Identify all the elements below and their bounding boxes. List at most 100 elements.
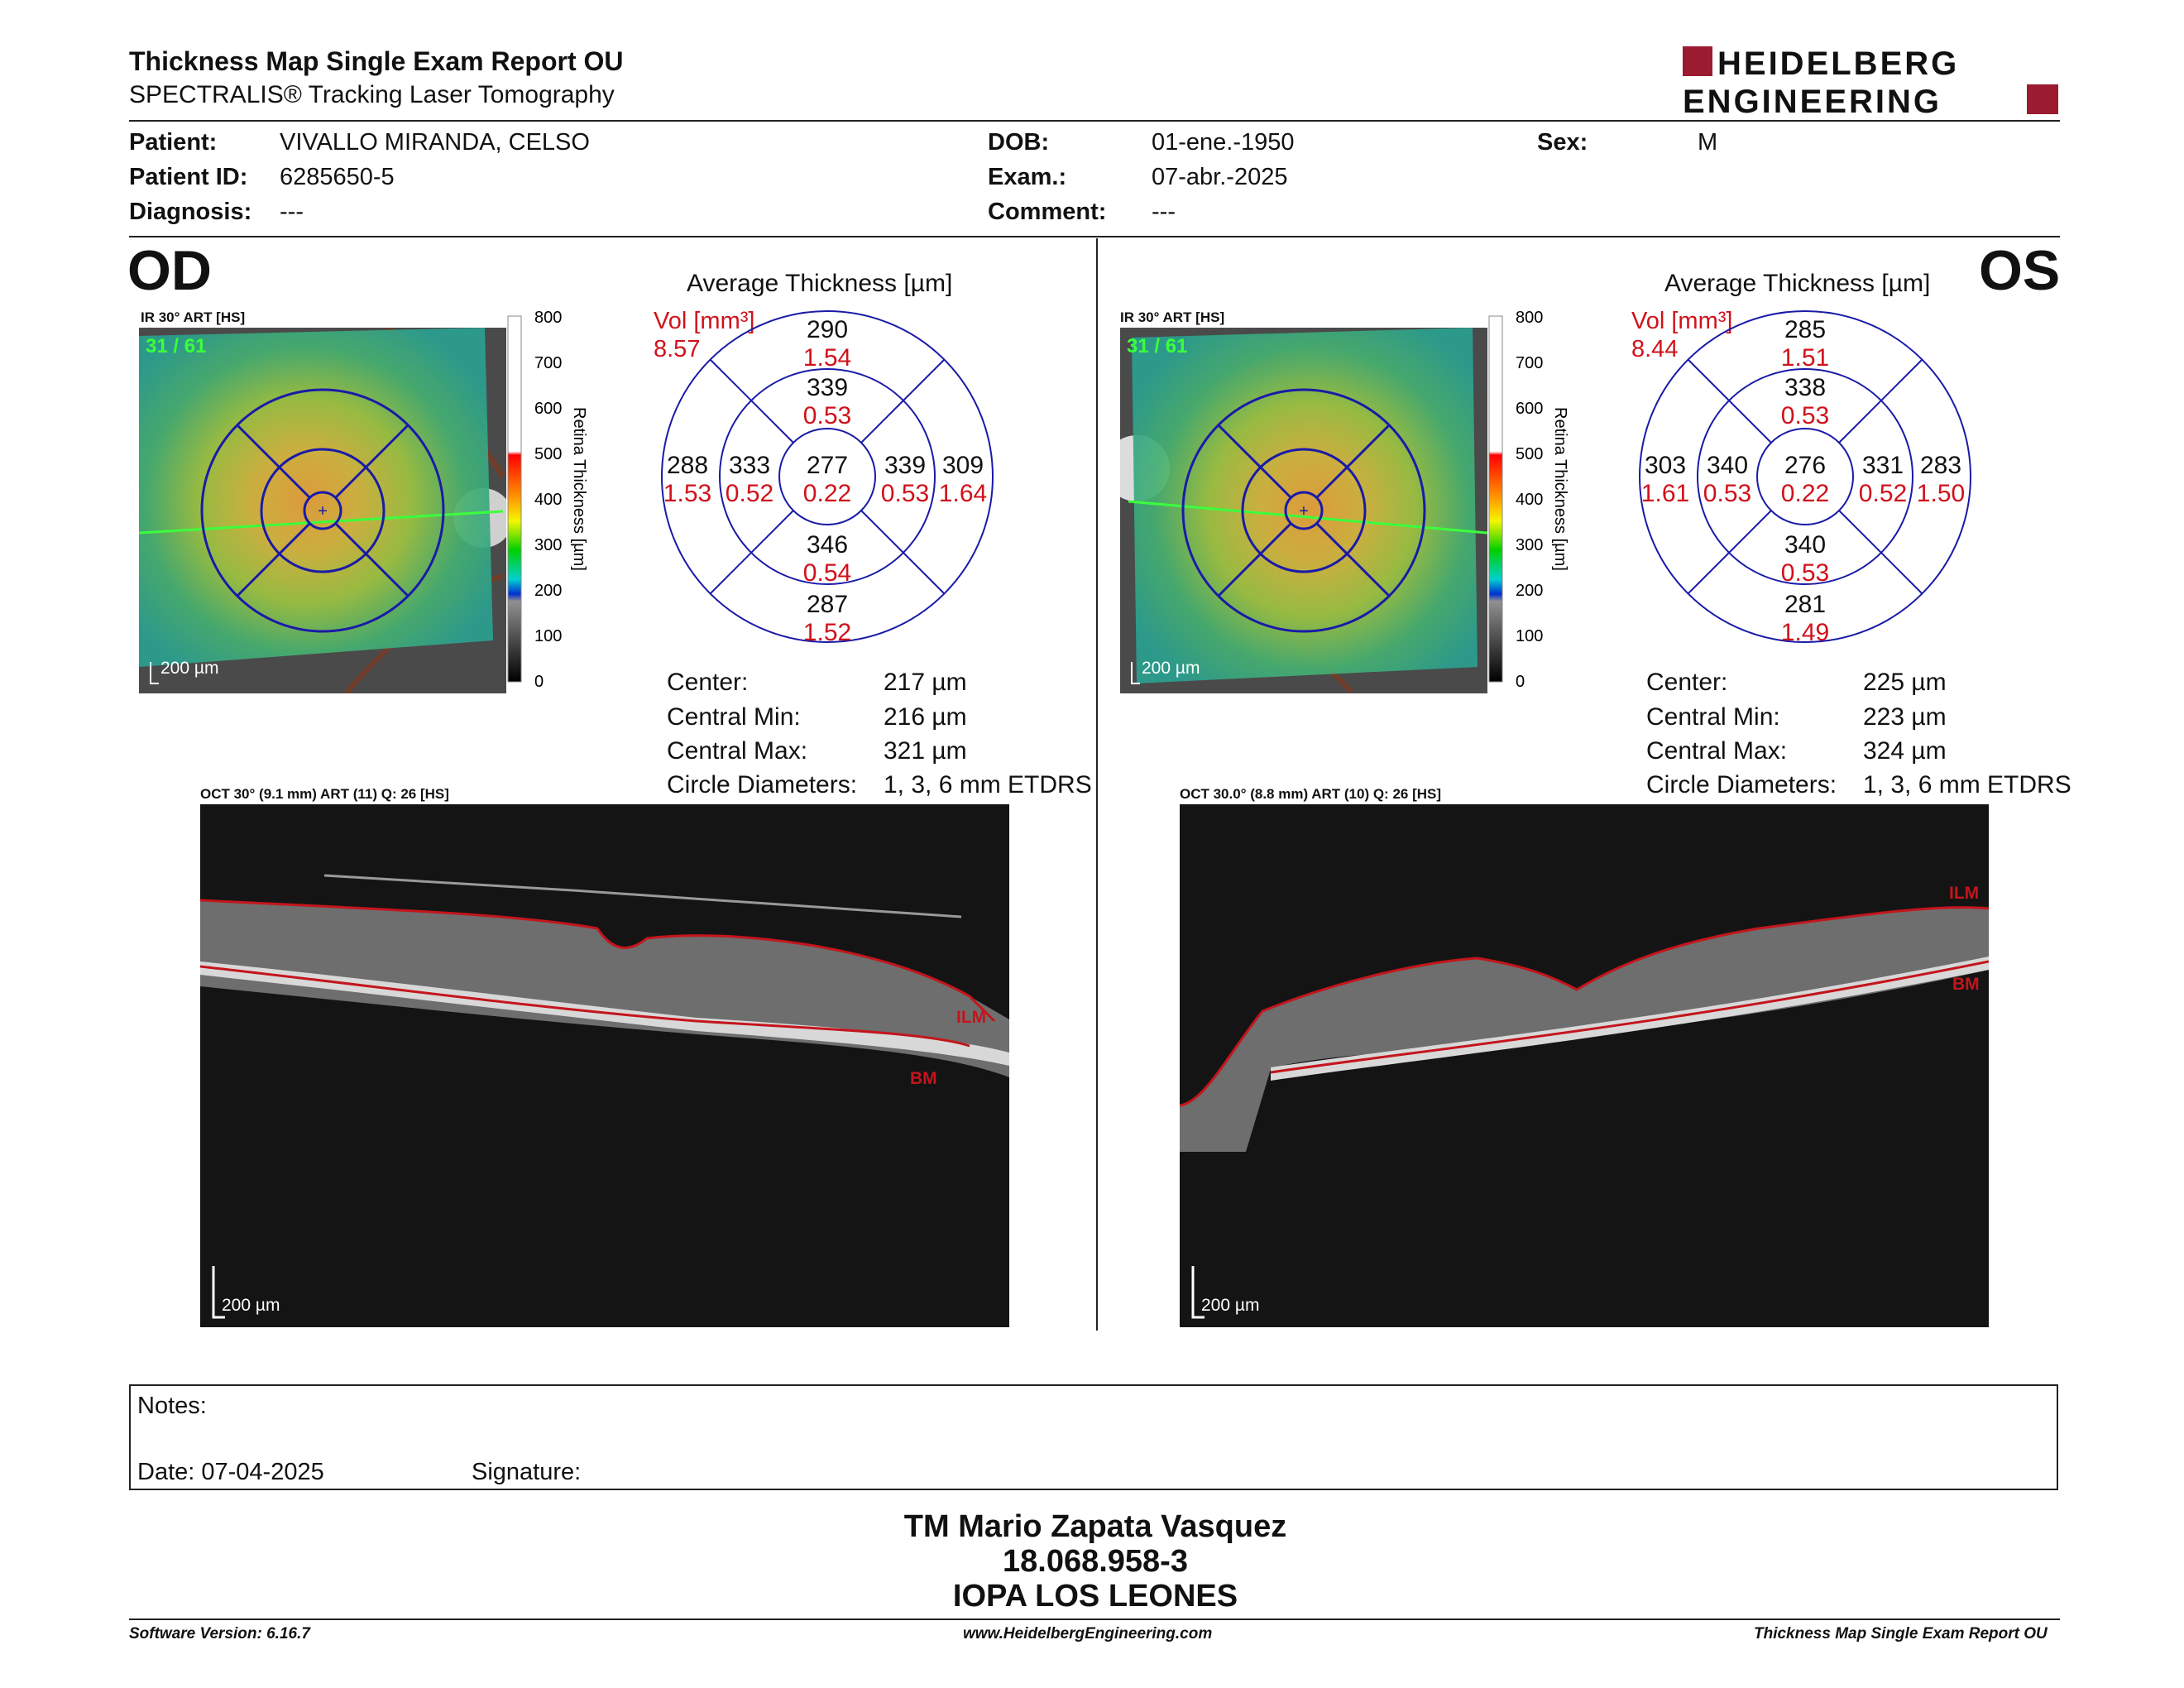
os-colorbar-ticks: 800 700 600 500 400 300 200 100 0	[1516, 309, 1543, 691]
logo-line2: ENGINEERING	[1683, 84, 1942, 119]
os-tick: 800	[1516, 309, 1543, 327]
od-outer-top-volume: 1.54	[803, 344, 851, 372]
od-max-value: 321 µm	[884, 737, 967, 765]
os-oct-caption: OCT 30.0° (8.8 mm) ART (10) Q: 26 [HS]	[1180, 786, 1442, 802]
os-ring-outer	[1181, 388, 1426, 633]
od-heatmap	[139, 328, 493, 667]
header-divider	[129, 120, 2060, 122]
os-ilm-line	[1180, 906, 1989, 1107]
exam-value: 07-abr.-2025	[1152, 164, 1288, 190]
os-oct-scale-bar	[1191, 1266, 1205, 1319]
dob-value: 01-ene.-1950	[1152, 129, 1295, 156]
diagnosis-value: ---	[280, 199, 304, 225]
os-spoke	[1217, 424, 1292, 499]
os-tick: 500	[1516, 445, 1543, 463]
os-grid-spoke	[1688, 510, 1772, 594]
od-scale-label: 200 µm	[160, 659, 218, 678]
od-diam-value: 1, 3, 6 mm ETDRS	[884, 771, 1092, 798]
od-ring-inner	[260, 448, 386, 573]
od-tick: 600	[534, 400, 562, 418]
logo-square-bottom	[2027, 84, 2058, 114]
od-vol-value: 8.57	[654, 336, 701, 362]
patient-name: VIVALLO MIRANDA, CELSO	[280, 129, 590, 156]
os-grid-outer	[1639, 310, 1971, 643]
os-fovea-cross: +	[1299, 502, 1309, 520]
clinic-name: IOPA LOS LEONES	[952, 1579, 1238, 1614]
od-inner-right-volume: 0.53	[881, 480, 929, 507]
od-tick: 300	[534, 536, 562, 554]
operator-id: 18.068.958-3	[1003, 1544, 1188, 1579]
od-bm-label: BM	[910, 1069, 937, 1088]
os-oct-scale-label: 200 µm	[1201, 1296, 1259, 1315]
os-spoke	[1217, 522, 1292, 597]
patient-id-label: Patient ID:	[129, 164, 248, 190]
od-spoke	[334, 522, 410, 597]
os-tick: 600	[1516, 400, 1543, 418]
os-rpe-band	[1271, 957, 1989, 1081]
os-thickness-map: + 31 / 61 200 µm	[1120, 328, 1487, 693]
od-ilm-label: ILM	[956, 1008, 986, 1027]
os-grid-center	[1756, 428, 1854, 525]
od-fovea-cross: +	[318, 502, 328, 520]
od-grid-spoke	[860, 359, 945, 444]
od-spoke	[334, 424, 410, 499]
os-grid-title: Average Thickness [µm]	[1664, 270, 1931, 297]
logo-line1: HEIDELBERG	[1717, 46, 1959, 82]
od-outer-right-thickness: 309	[942, 452, 984, 479]
report-title: Thickness Map Single Exam Report OU	[129, 46, 624, 76]
os-scale-bar	[1131, 662, 1140, 684]
website-link[interactable]: www.HeidelbergEngineering.com	[963, 1625, 1213, 1642]
os-outer-right-volume: 1.50	[1917, 480, 1965, 507]
od-ilm-line	[200, 899, 996, 1023]
notes-box: Notes: Date: 07-04-2025 Signature:	[129, 1384, 2058, 1490]
os-center-value: 225 µm	[1863, 669, 1947, 696]
od-outer-right-volume: 1.64	[939, 480, 987, 507]
od-outer-bottom-volume: 1.52	[803, 619, 851, 645]
os-ring-center	[1284, 491, 1324, 530]
od-min-value: 216 µm	[884, 703, 967, 731]
os-center-label: Center:	[1646, 669, 1728, 696]
patient-id: 6285650-5	[280, 164, 395, 190]
exam-label: Exam.:	[988, 164, 1067, 190]
os-grid-spoke	[1838, 359, 1923, 444]
os-inner-right-thickness: 331	[1862, 452, 1904, 479]
od-tick: 100	[534, 627, 562, 645]
os-vol-label: Vol [mm³]	[1631, 308, 1733, 334]
os-grid-spoke	[1838, 510, 1923, 594]
footer-divider	[129, 1618, 2060, 1620]
od-tick: 700	[534, 354, 562, 372]
logo-square-top	[1683, 46, 1712, 76]
od-ring-center	[303, 491, 342, 530]
operator-name: TM Mario Zapata Vasquez	[903, 1509, 1287, 1544]
od-colorbar-title: Retina Thickness [µm]	[570, 407, 588, 571]
diagnosis-label: Diagnosis:	[129, 199, 252, 225]
comment-label: Comment:	[988, 199, 1107, 225]
od-center-label: Center:	[667, 669, 749, 696]
os-scan-line	[1128, 500, 1487, 535]
heidelberg-logo: HEIDELBERG ENGINEERING	[1683, 46, 2058, 119]
report-name-footer: Thickness Map Single Exam Report OU	[1754, 1625, 2048, 1642]
os-inner-top-volume: 0.53	[1781, 402, 1829, 429]
od-oct-scan: ILM BM 200 µm	[200, 804, 1009, 1327]
sex-value: M	[1698, 129, 1718, 156]
od-grid-inner	[719, 368, 936, 585]
od-eye-label: OD	[127, 239, 212, 302]
od-scale-bar	[150, 662, 159, 684]
od-inner-top-volume: 0.53	[803, 402, 851, 429]
od-thickness-map: + 31 / 61 200 µm	[139, 328, 506, 693]
os-outer-left-thickness: 303	[1645, 452, 1686, 479]
od-spoke	[236, 522, 311, 597]
os-outer-top-volume: 1.51	[1781, 344, 1829, 372]
os-max-value: 324 µm	[1863, 737, 1947, 765]
os-grid-inner	[1697, 368, 1913, 585]
od-outer-left-thickness: 288	[667, 452, 708, 479]
os-eye-label: OS	[1979, 239, 2061, 302]
os-inner-bottom-volume: 0.53	[1781, 559, 1829, 587]
notes-label: Notes:	[137, 1393, 207, 1419]
od-ir-caption: IR 30° ART [HS]	[141, 309, 246, 325]
os-inner-left-volume: 0.53	[1703, 480, 1751, 507]
od-tick: 0	[534, 673, 544, 691]
os-colorbar-title: Retina Thickness [µm]	[1551, 407, 1569, 571]
od-grid-center	[778, 428, 876, 525]
od-tick: 200	[534, 582, 562, 600]
